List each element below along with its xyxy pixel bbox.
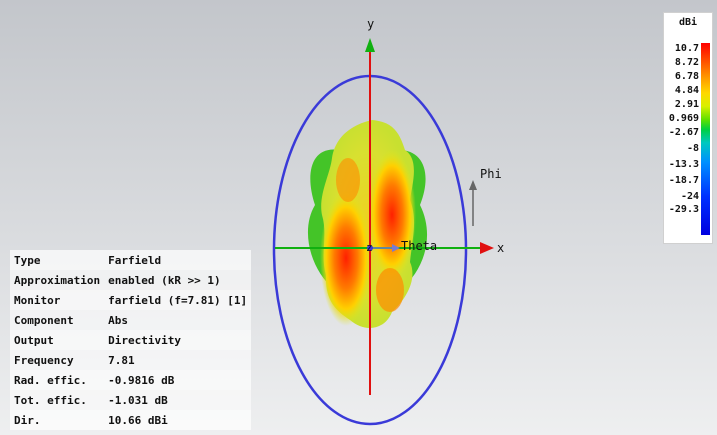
- info-label: Type: [14, 253, 41, 267]
- info-label: Dir.: [14, 413, 41, 427]
- x-axis-arrow: [480, 242, 494, 254]
- hot-lobe-left: [320, 190, 372, 326]
- info-value: farfield (f=7.81) [1]: [108, 293, 248, 307]
- theta-label: Theta: [401, 239, 437, 253]
- legend-tick: -18.7: [668, 175, 699, 186]
- legend-tick: -2.67: [668, 127, 699, 138]
- legend-unit: dBi: [678, 17, 698, 28]
- legend-tick: 10.7: [674, 43, 699, 54]
- origin-dot: [367, 245, 373, 251]
- info-row: Monitor farfield (f=7.81) [1]: [10, 290, 252, 310]
- info-row: Component Abs: [10, 310, 251, 330]
- info-value: enabled (kR >> 1): [108, 273, 221, 287]
- legend-color-bar: [701, 43, 710, 235]
- info-row: Frequency 7.81: [10, 350, 251, 370]
- info-label: Frequency: [14, 353, 74, 367]
- info-value: 7.81: [108, 353, 135, 367]
- legend-tick: 2.91: [674, 99, 699, 110]
- legend-tick: -29.3: [668, 204, 699, 215]
- info-value: -0.9816 dB: [108, 373, 175, 387]
- info-value: Farfield: [108, 253, 162, 267]
- hot-lobe-right-lower: [376, 268, 404, 312]
- farfield-info-table: Type Farfield Approximation enabled (kR >>…: [10, 250, 252, 430]
- x-axis-label: x: [497, 241, 504, 255]
- phi-arrow-head: [469, 180, 477, 190]
- info-row: Dir. 10.66 dBi: [10, 410, 252, 430]
- info-value: 10.66 dBi: [108, 413, 168, 427]
- info-label: Component: [14, 313, 74, 327]
- info-label: Monitor: [14, 293, 61, 307]
- info-row: Rad. effic. -0.9816 dB: [10, 370, 252, 390]
- theta-arrow-head: [392, 244, 400, 252]
- color-legend: dBi 10.7 8.72 6.78 4.84 2.91 0.969 -2.67…: [663, 12, 713, 244]
- info-value: Directivity: [108, 333, 181, 347]
- y-axis-label: y: [367, 17, 374, 31]
- hot-lobe-left-upper: [336, 158, 360, 202]
- y-axis-arrow: [365, 38, 375, 52]
- legend-tick: 4.84: [674, 85, 699, 96]
- legend-tick: 6.78: [674, 71, 699, 82]
- legend-tick: -13.3: [668, 159, 699, 170]
- info-row: Output Directivity: [10, 330, 252, 350]
- info-label: Tot. effic.: [14, 393, 87, 407]
- z-axis-label: z: [366, 241, 373, 254]
- info-row: Type Farfield: [10, 250, 252, 270]
- legend-tick: 0.969: [668, 113, 699, 124]
- info-label: Output: [14, 333, 54, 347]
- info-row: Tot. effic. -1.031 dB: [10, 390, 251, 410]
- info-value: -1.031 dB: [108, 393, 168, 407]
- phi-label: Phi: [480, 167, 502, 181]
- legend-tick: -24: [680, 191, 699, 202]
- info-row: Approximation enabled (kR >> 1): [10, 270, 251, 290]
- hot-lobe-right: [368, 149, 416, 281]
- legend-tick: 8.72: [674, 57, 699, 68]
- legend-tick: -8: [686, 143, 699, 154]
- info-label: Approximation: [14, 273, 101, 287]
- info-label: Rad. effic.: [14, 373, 87, 387]
- info-value: Abs: [108, 313, 128, 327]
